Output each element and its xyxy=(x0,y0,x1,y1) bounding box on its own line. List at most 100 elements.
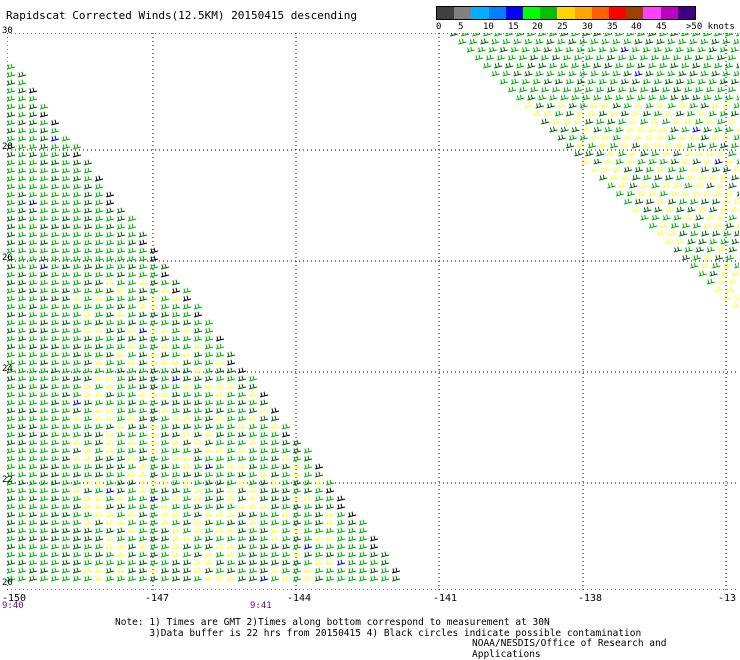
wind-barb xyxy=(709,206,718,213)
wind-barb xyxy=(650,54,660,61)
wind-barb xyxy=(631,78,640,85)
wind-barb xyxy=(72,487,82,494)
wind-barb xyxy=(664,78,673,85)
wind-barb xyxy=(61,151,71,158)
wind-barb xyxy=(669,33,679,37)
wind-barb xyxy=(116,215,126,222)
wind-barb xyxy=(736,223,739,229)
wind-barb xyxy=(226,391,236,398)
wind-barb xyxy=(105,303,115,310)
wind-barb xyxy=(61,143,71,150)
wind-barb xyxy=(204,479,214,486)
wind-barb xyxy=(537,33,547,37)
wind-barb xyxy=(193,535,203,542)
wind-barb xyxy=(325,503,335,510)
wind-barb xyxy=(248,399,258,406)
wind-barb xyxy=(17,239,27,246)
wind-barb xyxy=(182,415,192,422)
wind-barb xyxy=(670,62,679,69)
wind-barb xyxy=(281,479,291,486)
wind-barb xyxy=(171,311,181,318)
wind-barb xyxy=(127,471,137,478)
wind-barb xyxy=(303,519,313,526)
wind-barb xyxy=(215,375,225,382)
wind-barb xyxy=(116,255,126,262)
wind-barb xyxy=(292,503,302,510)
wind-barb xyxy=(667,166,677,173)
wind-barb xyxy=(303,463,313,470)
wind-barb xyxy=(664,46,673,53)
wind-barb xyxy=(711,38,720,45)
wind-barb xyxy=(204,319,214,326)
wind-barb xyxy=(549,94,558,101)
wind-barb xyxy=(83,215,93,222)
wind-barb xyxy=(28,239,38,246)
wind-barb xyxy=(160,575,170,582)
wind-barb xyxy=(325,495,335,502)
wind-barb xyxy=(648,158,657,165)
wind-barb xyxy=(105,375,115,382)
wind-barb xyxy=(610,174,619,181)
wind-barb xyxy=(474,54,484,61)
wind-barb xyxy=(248,407,258,414)
wind-barb xyxy=(657,230,666,237)
wind-barb xyxy=(28,287,38,294)
wind-barb xyxy=(314,527,324,534)
wind-barb xyxy=(204,399,214,406)
wind-barb xyxy=(215,503,225,510)
wind-barb xyxy=(116,263,126,270)
wind-barb xyxy=(733,134,739,141)
wind-barb xyxy=(734,262,739,269)
wind-barb xyxy=(692,94,701,101)
wind-barb xyxy=(138,543,148,550)
wind-barb xyxy=(292,495,302,502)
wind-barb xyxy=(714,158,723,165)
wind-barb xyxy=(237,391,247,398)
wind-barb xyxy=(270,407,280,414)
wind-barb xyxy=(39,303,49,310)
wind-barb xyxy=(61,295,71,302)
wind-barb xyxy=(39,447,49,454)
wind-barb xyxy=(237,511,247,518)
wind-barb xyxy=(204,567,214,574)
wind-barb xyxy=(7,287,16,294)
wind-barb xyxy=(725,222,735,229)
wind-barb xyxy=(28,375,38,382)
wind-barb xyxy=(105,479,115,486)
wind-barb xyxy=(17,375,27,382)
wind-barb xyxy=(149,519,159,526)
wind-barb xyxy=(632,206,641,213)
wind-barb xyxy=(61,455,71,462)
wind-barb xyxy=(94,519,104,526)
wind-barb xyxy=(17,223,27,230)
wind-barb xyxy=(28,271,38,278)
wind-barb xyxy=(645,38,654,45)
wind-barb xyxy=(171,487,181,494)
legend-label: 35 xyxy=(607,22,618,32)
wind-barb xyxy=(61,367,71,374)
wind-barb xyxy=(149,487,159,494)
wind-barb xyxy=(127,255,137,262)
wind-barb xyxy=(543,46,552,53)
wind-barb xyxy=(28,575,38,582)
wind-barb xyxy=(138,415,148,422)
wind-barb xyxy=(105,351,115,358)
wind-barb xyxy=(524,38,533,45)
wind-barb xyxy=(28,511,38,518)
wind-barb xyxy=(127,351,137,358)
wind-barb xyxy=(94,279,104,286)
wind-barb xyxy=(314,543,324,550)
wind-barb xyxy=(138,399,148,406)
wind-barb xyxy=(700,70,709,77)
wind-barb xyxy=(314,559,324,566)
wind-barb xyxy=(17,399,27,406)
wind-barb xyxy=(28,527,38,534)
wind-barb xyxy=(50,167,60,174)
wind-barb xyxy=(720,174,729,181)
wind-barb xyxy=(182,527,192,534)
legend-swatch xyxy=(471,7,489,19)
wind-barb xyxy=(237,551,247,558)
wind-barb xyxy=(248,519,258,526)
wind-barb xyxy=(717,278,727,285)
wind-barb xyxy=(50,367,60,374)
